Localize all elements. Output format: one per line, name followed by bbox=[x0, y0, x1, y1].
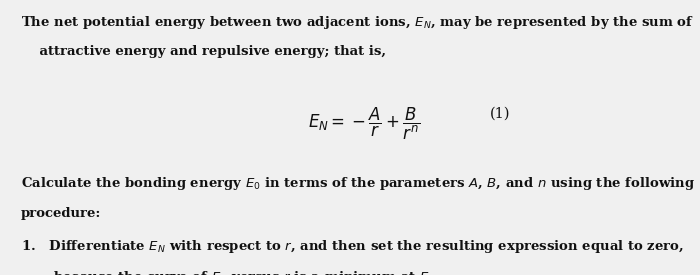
Text: 1.   Differentiate $E_N$ with respect to $r$, and then set the resulting express: 1. Differentiate $E_N$ with respect to $… bbox=[21, 238, 684, 255]
Text: because the curve of $E_N$ versus $r$ is a minimum at $E_0$.: because the curve of $E_N$ versus $r$ is… bbox=[21, 270, 440, 275]
Text: The net potential energy between two adjacent ions, $E_N$, may be represented by: The net potential energy between two adj… bbox=[21, 14, 694, 31]
Text: Calculate the bonding energy $E_0$ in terms of the parameters $A$, $B$, and $n$ : Calculate the bonding energy $E_0$ in te… bbox=[21, 175, 695, 192]
Text: procedure:: procedure: bbox=[21, 207, 102, 220]
Text: attractive energy and repulsive energy; that is,: attractive energy and repulsive energy; … bbox=[21, 45, 386, 58]
Text: $E_N = -\dfrac{A}{r}+\dfrac{B}{r^n}$: $E_N = -\dfrac{A}{r}+\dfrac{B}{r^n}$ bbox=[308, 106, 420, 142]
Text: (1): (1) bbox=[490, 106, 510, 120]
